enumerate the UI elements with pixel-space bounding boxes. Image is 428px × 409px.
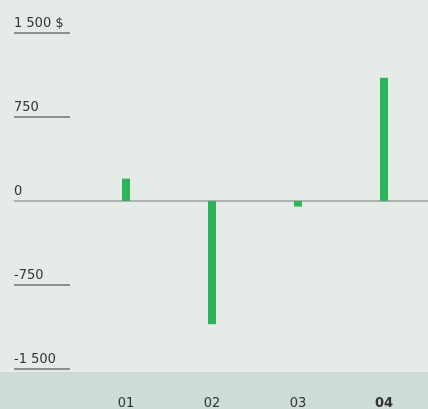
- x-tick-label: 02: [204, 396, 221, 409]
- y-tick-label: 0: [14, 184, 22, 199]
- bar: [380, 77, 388, 201]
- y-tick-label: 750: [14, 100, 39, 115]
- y-tick-label: 1 500 $: [14, 16, 64, 31]
- category-band: [0, 372, 428, 409]
- bar: [294, 201, 302, 207]
- y-tick-label: -750: [14, 268, 44, 283]
- x-tick-label: 01: [118, 396, 135, 409]
- bar: [122, 178, 130, 201]
- x-tick-label: 04: [375, 396, 393, 409]
- y-tick-label: -1 500: [14, 352, 56, 367]
- x-tick-label: 03: [290, 396, 307, 409]
- bar: [208, 201, 216, 325]
